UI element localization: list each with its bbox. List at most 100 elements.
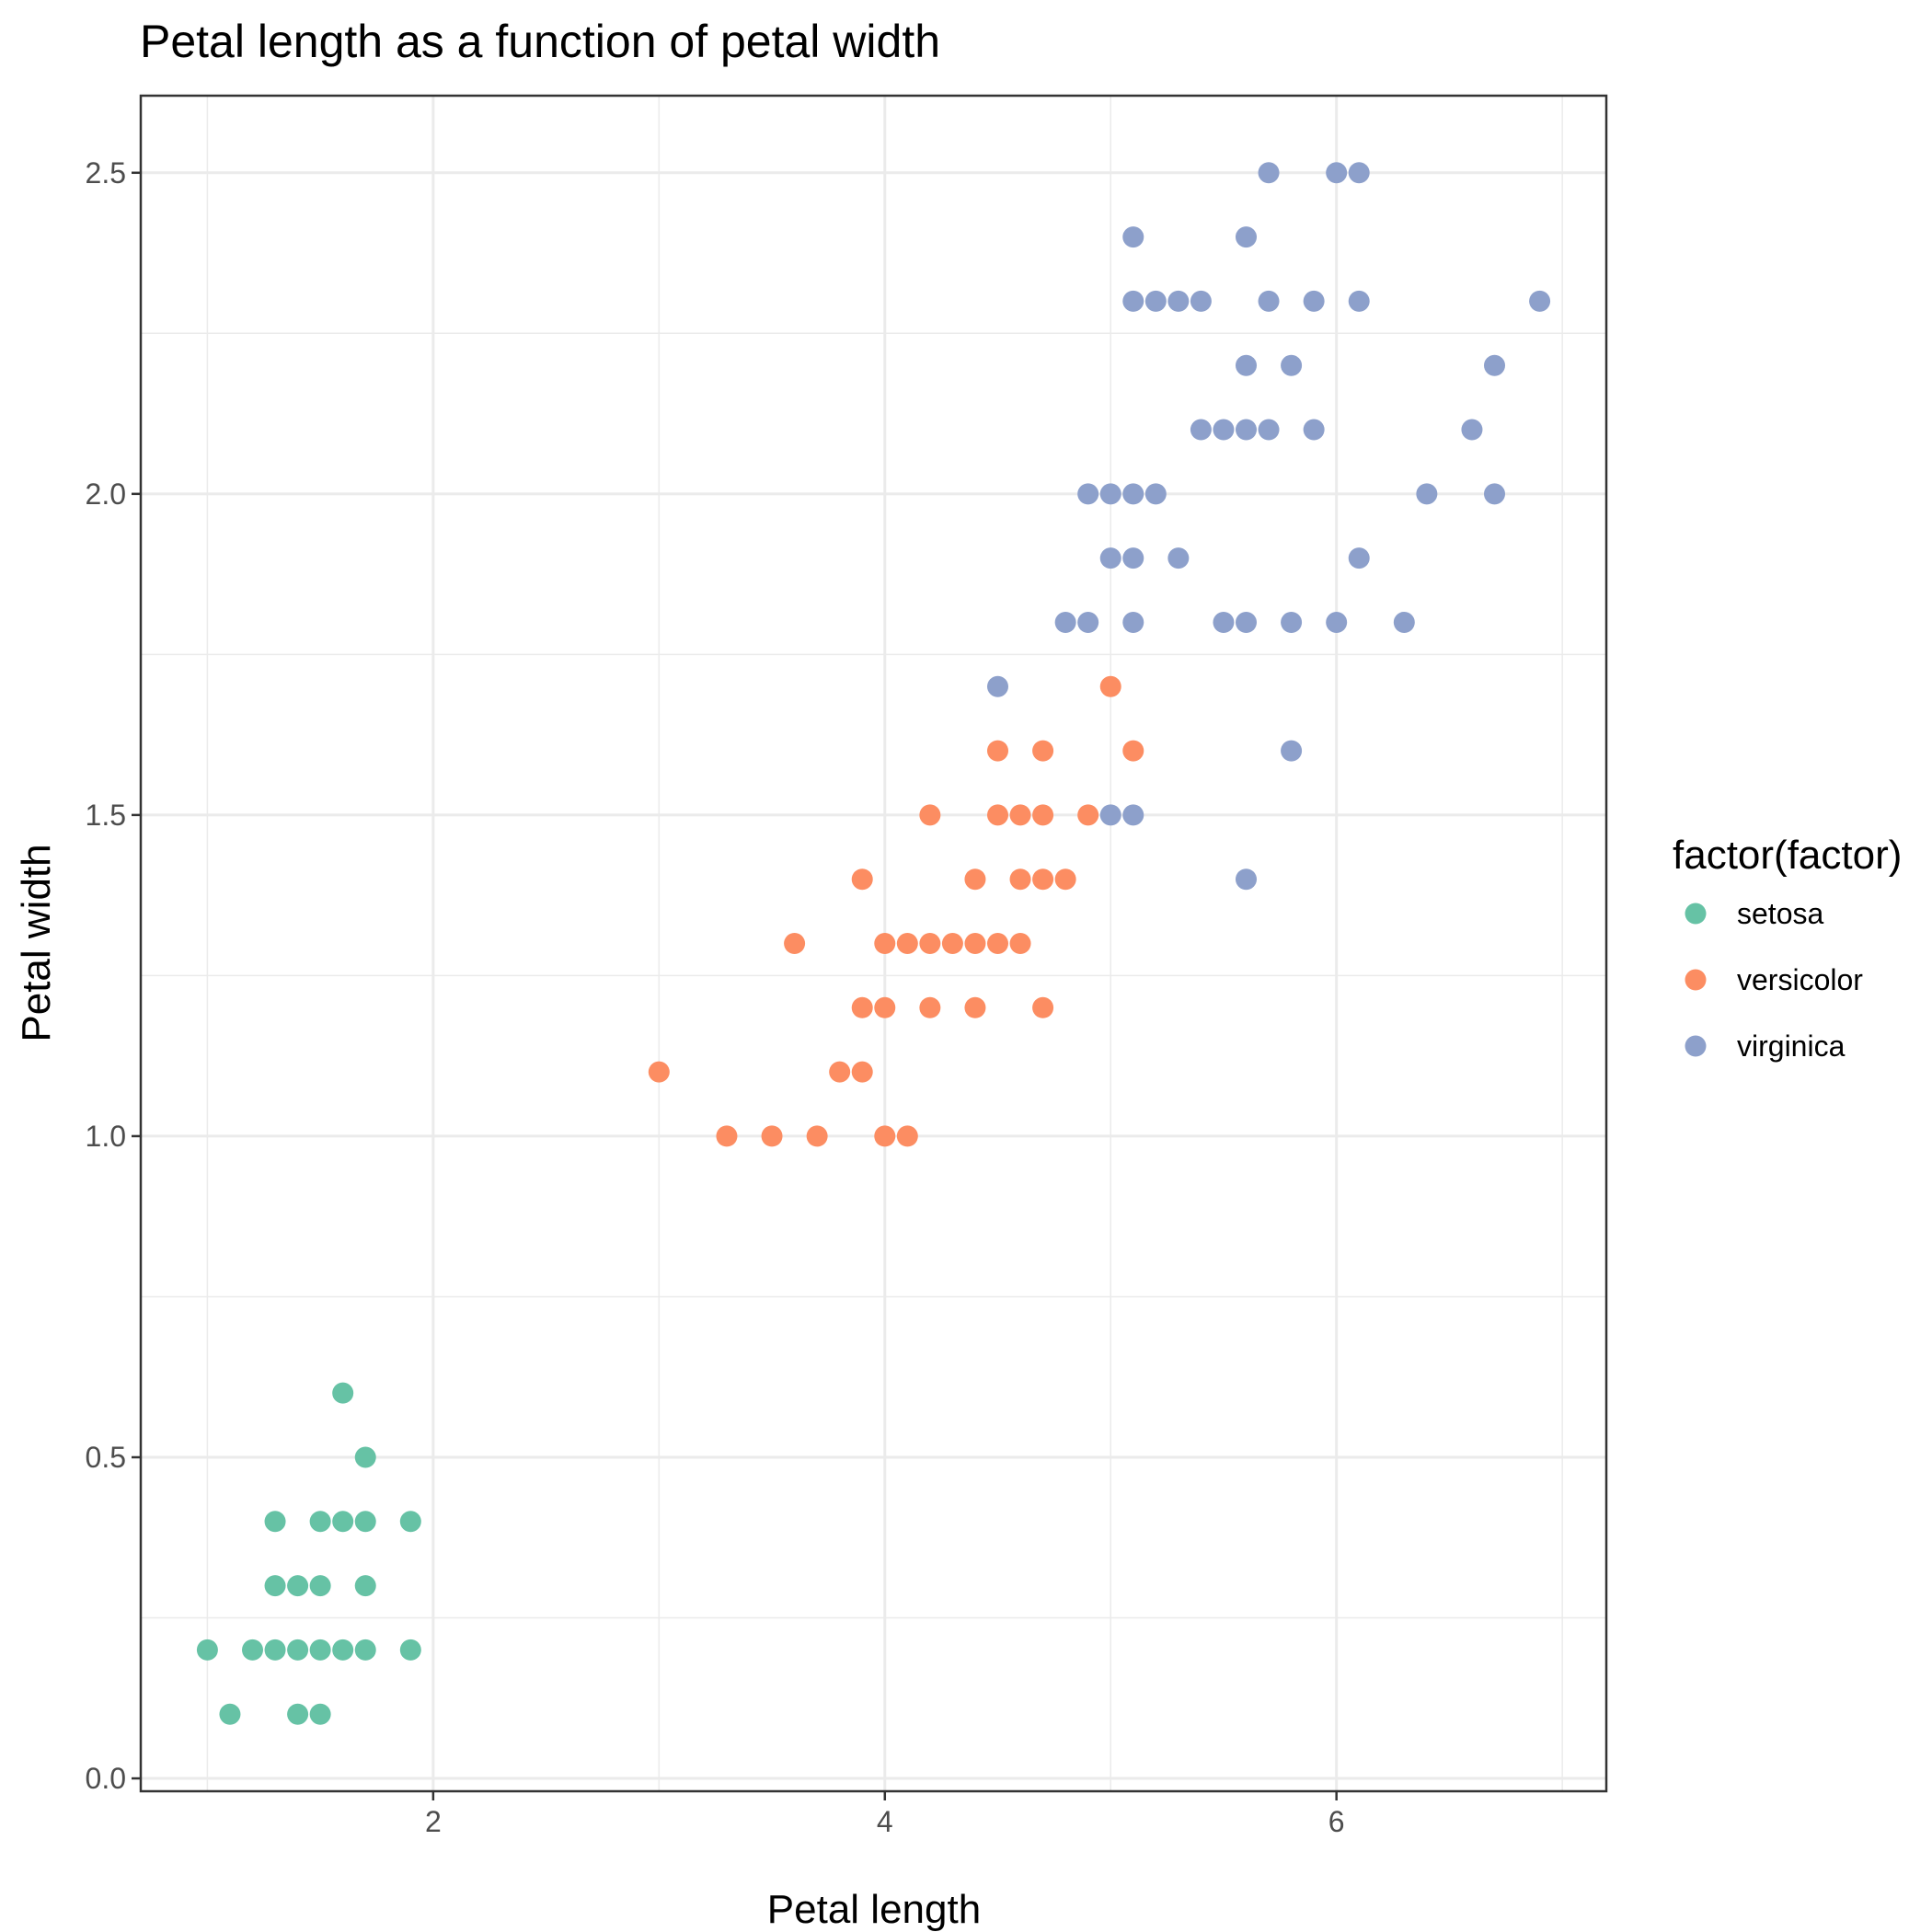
data-point [896,1125,918,1147]
data-point [1416,483,1438,505]
data-point [399,1511,421,1533]
data-point [219,1703,241,1725]
data-point [1099,675,1121,697]
data-point [1077,611,1099,633]
data-point [964,933,986,954]
data-point [1348,547,1370,569]
data-point [716,1125,738,1147]
data-point [1167,290,1190,312]
data-point [1122,740,1144,762]
data-point [1167,547,1190,569]
data-point [309,1575,331,1597]
data-point [1032,868,1054,891]
data-point [1190,419,1212,441]
data-point [1348,290,1370,312]
data-point [354,1639,376,1661]
data-point [264,1639,286,1661]
data-point [987,740,1008,762]
data-point [287,1703,309,1725]
data-point [987,804,1008,826]
data-point [1236,868,1257,891]
data-point [761,1125,783,1147]
data-point [806,1125,828,1147]
data-point [874,996,896,1018]
data-point [264,1511,286,1533]
data-point [1236,226,1257,248]
data-point [1144,483,1167,505]
plot-background [141,96,1606,1791]
y-tick-label: 0.0 [86,1762,126,1795]
data-point [1054,868,1076,891]
data-point [196,1639,218,1661]
data-point [287,1575,309,1597]
data-point [1348,162,1370,184]
data-point [1258,419,1280,441]
data-point [1009,868,1031,891]
data-point [287,1639,309,1661]
y-axis: 0.0 0.5 1.0 1.5 2.0 2.5 [86,156,141,1795]
data-point [1236,419,1257,441]
data-point [354,1511,376,1533]
data-point [1484,483,1505,505]
legend-label-setosa: setosa [1737,897,1823,930]
legend-key-setosa [1685,903,1707,925]
data-point [648,1061,670,1083]
y-tick-label: 2.5 [86,156,126,190]
data-point [1122,547,1144,569]
x-tick-label: 4 [877,1805,893,1838]
data-point [242,1639,263,1661]
data-points [196,162,1551,1725]
data-point [1236,611,1257,633]
data-point [1303,290,1325,312]
data-point [1144,290,1167,312]
y-tick-label: 0.5 [86,1441,126,1474]
chart-title: Petal length as a function of petal widt… [140,16,940,67]
data-point [964,996,986,1018]
y-tick-label: 1.0 [86,1120,126,1153]
data-point [1122,611,1144,633]
data-point [851,1061,873,1083]
data-point [829,1061,851,1083]
data-point [964,868,986,891]
data-point [1236,354,1257,376]
data-point [1303,419,1325,441]
y-tick-label: 1.5 [86,799,126,832]
data-point [874,1125,896,1147]
data-point [941,933,963,954]
data-point [1258,162,1280,184]
major-gridlines [141,96,1606,1791]
plot-panel [139,94,1608,1793]
data-point [354,1446,376,1468]
x-tick-label: 2 [425,1805,442,1838]
data-point [1529,290,1551,312]
data-point [896,933,918,954]
data-point [1281,354,1303,376]
data-point [1258,290,1280,312]
data-point [1077,483,1099,505]
data-point [1054,611,1076,633]
plot-border [139,94,1608,1793]
legend-key-virginica [1685,1035,1707,1057]
data-point [1122,483,1144,505]
data-point [1281,740,1303,762]
data-point [987,675,1008,697]
data-point [1009,804,1031,826]
minor-gridlines [141,96,1606,1791]
data-point [309,1639,331,1661]
data-point [1099,804,1121,826]
data-point [1484,354,1505,376]
legend: factor(factor) setosa versicolor virginica [1673,833,1902,1063]
data-point [1190,290,1212,312]
data-point [1122,226,1144,248]
data-point [987,933,1008,954]
legend-label-virginica: virginica [1737,1029,1846,1063]
legend-key-versicolor [1685,969,1707,991]
data-point [851,996,873,1018]
data-point [1077,804,1099,826]
data-point [919,804,941,826]
data-point [1099,547,1121,569]
data-point [851,868,873,891]
y-axis-title: Petal width [14,844,59,1041]
data-point [874,933,896,954]
y-tick-label: 2.0 [86,477,126,511]
